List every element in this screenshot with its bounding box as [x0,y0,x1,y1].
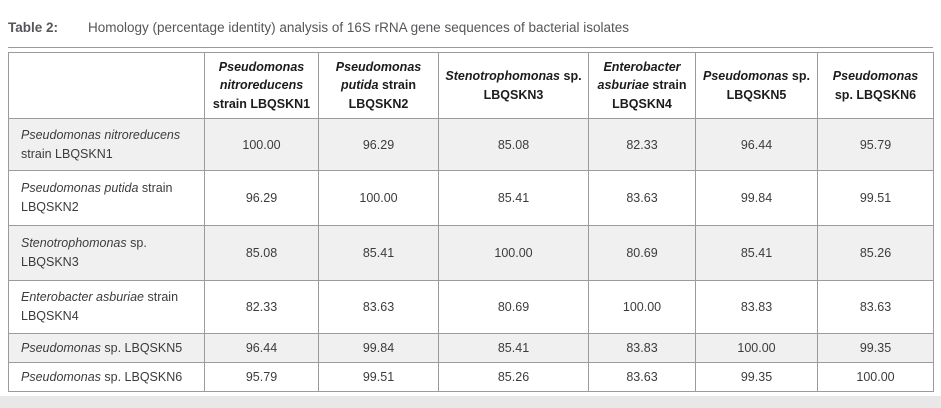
corner-cell [8,52,205,119]
row-header-lbqskn4: Enterobacter asburiae strain LBQSKN4 [8,280,205,334]
strain-label: strain LBQSKN1 [21,146,113,161]
homology-value-cell: 82.33 [588,118,696,171]
table-caption: Table 2: Homology (percentage identity) … [8,0,933,47]
homology-value-cell: 85.26 [438,362,589,392]
homology-value-cell: 85.08 [204,225,319,281]
row-header-lbqskn6: Pseudomonas sp. LBQSKN6 [8,362,205,392]
table-row-lbqskn5: Pseudomonas sp. LBQSKN5 96.44 99.84 85.4… [8,333,934,363]
homology-value-cell: 85.41 [318,225,439,281]
organism-name: Stenotrophomonas [21,236,127,251]
homology-value-cell: 83.63 [318,280,439,334]
header-row: Pseudomonas nitroreducens strain LBQSKN1… [8,52,934,119]
homology-value-cell: 85.26 [817,225,934,281]
organism-name: Pseudomonas putida [21,181,139,196]
homology-value-cell: 99.35 [695,362,818,392]
table-row-lbqskn3: Stenotrophomonas sp. LBQSKN3 85.08 85.41… [8,225,934,281]
row-header-lbqskn3: Stenotrophomonas sp. LBQSKN3 [8,225,205,281]
homology-value-cell: 95.79 [817,118,934,171]
homology-value-cell: 100.00 [204,118,319,171]
homology-value-cell: 85.08 [438,118,589,171]
strain-label: sp. LBQSKN6 [100,369,183,384]
homology-value-cell: 96.29 [204,170,319,226]
organism-name: Pseudomonas nitroreducens [21,127,181,142]
homology-value-cell: 100.00 [588,280,696,334]
strain-label: sp. LBQSKN3 [21,236,147,269]
row-header-lbqskn2: Pseudomonas putida strain LBQSKN2 [8,170,205,226]
column-header-lbqskn4: Enterobacter asburiae strain LBQSKN4 [588,52,696,119]
organism-name: Pseudomonas putida [335,60,422,93]
homology-value-cell: 99.35 [817,333,934,363]
row-header-lbqskn5: Pseudomonas sp. LBQSKN5 [8,333,205,363]
organism-name: Pseudomonas [703,69,789,84]
homology-value-cell: 96.44 [204,333,319,363]
homology-value-cell: 99.84 [695,170,818,226]
row-header-lbqskn1: Pseudomonas nitroreducens strain LBQSKN1 [8,118,205,171]
bottom-strip [0,396,941,408]
strain-label: strain LBQSKN4 [612,78,687,111]
homology-value-cell: 100.00 [438,225,589,281]
homology-value-cell: 100.00 [695,333,818,363]
homology-value-cell: 100.00 [817,362,934,392]
organism-name: Pseudomonas [832,69,919,84]
strain-label: strain LBQSKN2 [348,78,416,111]
table-caption-text: Homology (percentage identity) analysis … [88,20,630,35]
strain-label: sp. LBQSKN5 [100,340,183,355]
table-caption-label: Table 2: [8,20,59,35]
homology-value-cell: 99.51 [817,170,934,226]
organism-name: Pseudomonas [21,369,101,384]
table-row-lbqskn6: Pseudomonas sp. LBQSKN6 95.79 99.51 85.2… [8,362,934,392]
column-header-lbqskn5: Pseudomonas sp. LBQSKN5 [695,52,818,119]
homology-value-cell: 96.44 [695,118,818,171]
homology-value-cell: 80.69 [588,225,696,281]
strain-label: sp. LBQSKN6 [834,87,917,102]
organism-name: Pseudomonas [21,340,101,355]
strain-label: strain LBQSKN1 [212,96,311,111]
homology-value-cell: 100.00 [318,170,439,226]
organism-name: Enterobacter asburiae [21,290,144,305]
table-row-lbqskn4: Enterobacter asburiae strain LBQSKN4 82.… [8,280,934,334]
homology-value-cell: 80.69 [438,280,589,334]
homology-value-cell: 83.83 [695,280,818,334]
homology-value-cell: 85.41 [695,225,818,281]
strain-label: sp. LBQSKN5 [726,69,810,102]
column-header-lbqskn3: Stenotrophomonas sp. LBQSKN3 [438,52,589,119]
caption-divider [8,47,933,48]
homology-value-cell: 96.29 [318,118,439,171]
strain-label: strain LBQSKN2 [21,181,173,214]
homology-value-cell: 85.41 [438,170,589,226]
homology-value-cell: 83.83 [588,333,696,363]
column-header-lbqskn1: Pseudomonas nitroreducens strain LBQSKN1 [204,52,319,119]
homology-value-cell: 85.41 [438,333,589,363]
homology-value-cell: 83.63 [588,362,696,392]
homology-table: Pseudomonas nitroreducens strain LBQSKN1… [8,52,934,392]
homology-value-cell: 83.63 [588,170,696,226]
table-row-lbqskn2: Pseudomonas putida strain LBQSKN2 96.29 … [8,170,934,226]
table-row-lbqskn1: Pseudomonas nitroreducens strain LBQSKN1… [8,118,934,171]
column-header-lbqskn6: Pseudomonas sp. LBQSKN6 [817,52,934,119]
organism-name: Stenotrophomonas [445,69,561,84]
organism-name: Enterobacter asburiae [597,60,681,93]
strain-label: sp. LBQSKN3 [483,69,582,102]
homology-value-cell: 82.33 [204,280,319,334]
strain-label: strain LBQSKN4 [21,290,179,323]
homology-value-cell: 99.51 [318,362,439,392]
homology-value-cell: 95.79 [204,362,319,392]
homology-value-cell: 99.84 [318,333,439,363]
column-header-lbqskn2: Pseudomonas putida strain LBQSKN2 [318,52,439,119]
homology-value-cell: 83.63 [817,280,934,334]
organism-name: Pseudomonas nitroreducens [218,60,305,93]
